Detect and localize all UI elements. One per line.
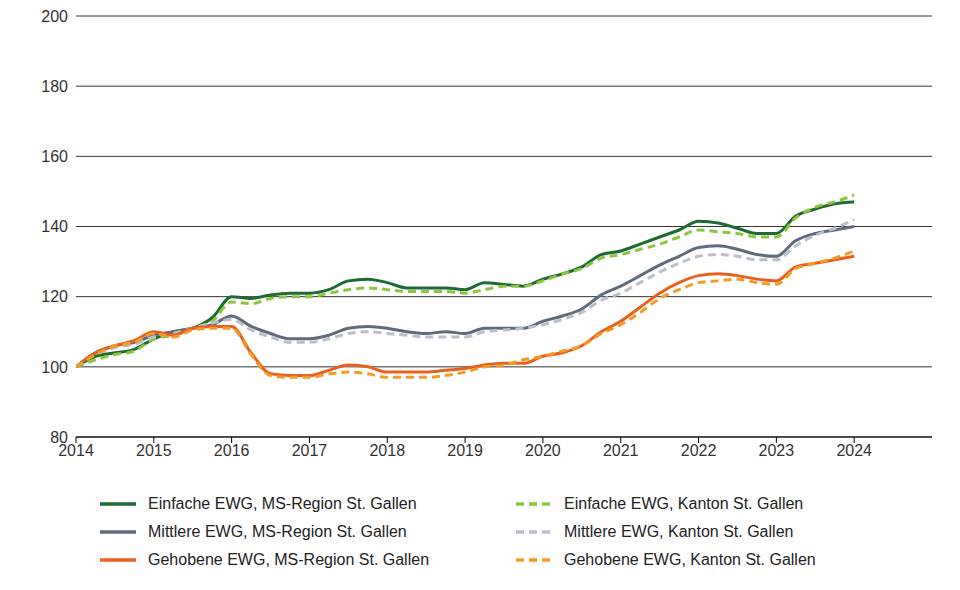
html-text:Einfache EWG, Kanton St. Galle: Einfache EWG, Kanton St. Gallen (564, 495, 804, 512)
svg-text:2020: 2020 (525, 442, 561, 459)
html-text:Einfache EWG, MS-Region St. Ga: Einfache EWG, MS-Region St. Gallen (148, 495, 417, 512)
html-text:Gehobene EWG, Kanton St. Galle: Gehobene EWG, Kanton St. Gallen (564, 551, 816, 568)
svg-text:2024: 2024 (836, 442, 872, 459)
svg-text:2022: 2022 (681, 442, 717, 459)
html-text:Mittlere EWG, MS-Region St. Ga: Mittlere EWG, MS-Region St. Gallen (148, 523, 407, 540)
svg-text:120: 120 (41, 288, 68, 305)
svg-text:180: 180 (41, 78, 68, 95)
svg-text:80: 80 (50, 429, 68, 446)
svg-text:2017: 2017 (292, 442, 328, 459)
svg-text:2016: 2016 (214, 442, 250, 459)
html-text:Gehobene EWG, MS-Region St. Ga: Gehobene EWG, MS-Region St. Gallen (148, 551, 429, 568)
svg-text:2023: 2023 (759, 442, 795, 459)
svg-text:200: 200 (41, 8, 68, 25)
svg-text:160: 160 (41, 148, 68, 165)
svg-text:2019: 2019 (447, 442, 483, 459)
svg-text:2018: 2018 (369, 442, 405, 459)
svg-text:2015: 2015 (136, 442, 172, 459)
svg-text:140: 140 (41, 218, 68, 235)
svg-text:2014: 2014 (58, 442, 94, 460)
svg-text:100: 100 (41, 359, 68, 376)
html-text:Mittlere EWG, Kanton St. Galle: Mittlere EWG, Kanton St. Gallen (564, 523, 794, 540)
svg-text:2021: 2021 (603, 442, 639, 459)
